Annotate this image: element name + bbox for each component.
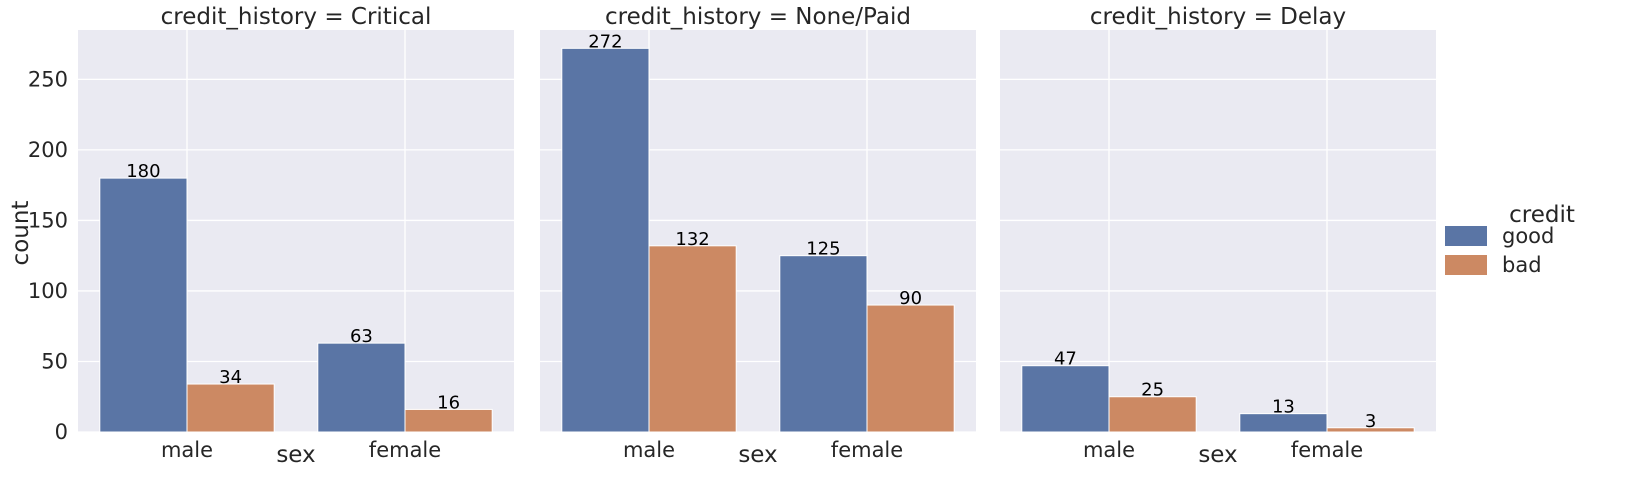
bar-good [317, 342, 406, 433]
bar-bad [1108, 396, 1197, 433]
x-axis-label: sex [1198, 442, 1237, 468]
facet-title: credit_history = Critical [161, 4, 432, 30]
legend-swatch-bad [1445, 255, 1487, 275]
facet-title: credit_history = None/Paid [605, 4, 911, 30]
chart-panels: 0 50 100 150 200 250 credit_history = Critical… [28, 4, 1436, 468]
bar-value-label: 13 [1272, 397, 1295, 418]
bar-bad [866, 304, 955, 433]
bar-good [1021, 365, 1110, 433]
legend-swatch-good [1445, 226, 1487, 246]
bar-value-label: 25 [1141, 380, 1164, 401]
facet-title: credit_history = Delay [1090, 4, 1346, 30]
legend-title: credit [1509, 202, 1575, 228]
x-axis-label: sex [276, 442, 315, 468]
bar-value-label: 34 [219, 367, 242, 388]
bar-good [1239, 413, 1328, 433]
bar-value-label: 90 [899, 288, 922, 309]
bar-value-label: 63 [350, 326, 373, 347]
x-tick-label: female [369, 438, 441, 462]
y-tick-label: 0 [55, 420, 68, 444]
bar-value-label: 132 [675, 229, 709, 250]
x-tick-label: male [623, 438, 675, 462]
y-tick-label: 250 [28, 67, 68, 91]
x-tick-label: female [1291, 438, 1363, 462]
facet-panel: 0 50 100 150 200 250 credit_history = Critical… [28, 4, 514, 468]
y-axis-label: count [8, 201, 34, 266]
bar-value-label: 16 [437, 392, 460, 413]
x-axis-label: sex [738, 442, 777, 468]
bar-value-label: 180 [126, 161, 160, 182]
bar-bad [404, 408, 493, 433]
bar-bad [1326, 427, 1415, 433]
y-tick-label: 50 [41, 349, 68, 373]
x-tick-label: female [831, 438, 903, 462]
bar-bad [186, 383, 275, 433]
bar-good [561, 47, 650, 433]
y-tick-label: 150 [28, 208, 68, 232]
bar-value-label: 125 [806, 239, 840, 260]
bar-value-label: 3 [1365, 411, 1376, 432]
legend-label-bad: bad [1502, 253, 1542, 277]
legend: credit good bad [1445, 202, 1575, 277]
bar-good [779, 255, 868, 433]
y-tick-label: 200 [28, 138, 68, 162]
y-tick-label: 100 [28, 279, 68, 303]
x-tick-label: male [1083, 438, 1135, 462]
bar-value-label: 47 [1054, 349, 1077, 370]
legend-label-good: good [1502, 224, 1554, 248]
x-tick-label: male [161, 438, 213, 462]
plot-area [1000, 30, 1436, 432]
bar-good [99, 177, 188, 433]
bar-bad [648, 245, 737, 433]
bar-value-label: 272 [588, 31, 622, 52]
